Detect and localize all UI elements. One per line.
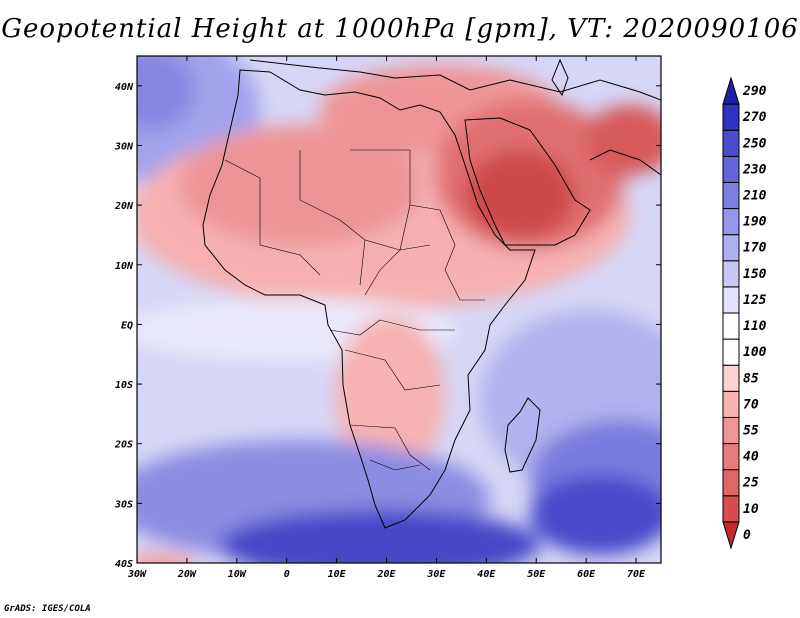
- lon-tick-label: 10E: [328, 569, 347, 580]
- colorbar-label: 25: [742, 476, 759, 491]
- colorbar-swatch: [723, 313, 739, 339]
- colorbar-swatch: [723, 391, 739, 417]
- colorbar-swatch: [723, 209, 739, 235]
- colorbar-label: 170: [743, 241, 767, 256]
- lat-tick-label: 20S: [114, 440, 133, 451]
- colorbar-label: 70: [743, 397, 759, 412]
- lat-tick-label: 40N: [115, 82, 134, 93]
- colorbar-swatch: [723, 339, 739, 365]
- colorbar-label: 230: [742, 162, 767, 177]
- lon-tick-label: 40E: [477, 569, 496, 580]
- colorbar-swatch: [723, 496, 739, 522]
- lon-tick-label: 30W: [127, 569, 147, 580]
- colorbar-swatch: [723, 156, 739, 182]
- colorbar-swatch: [723, 130, 739, 156]
- colorbar-swatch: [723, 444, 739, 470]
- colorbar-label: 40: [743, 450, 759, 465]
- lat-tick-label: 10N: [115, 261, 134, 272]
- lon-tick-label: 60E: [577, 569, 596, 580]
- colorbar-swatch: [723, 104, 739, 130]
- colorbar-label: 250: [742, 136, 767, 151]
- lon-tick-label: 10W: [228, 569, 247, 580]
- lat-tick-label: 20N: [114, 201, 134, 212]
- map-figure: 30W 20W 10W 0 10E 20E 30E 40E 50E 60E 70E 40S 30S 20S…: [0, 0, 800, 618]
- colorbar: 0 10 25 40 55 70 85 100 110 125 150 170 190 210 230 250…: [723, 78, 767, 548]
- lon-tick-label: 50E: [527, 569, 546, 580]
- lat-tick-label: 30N: [114, 141, 134, 152]
- colorbar-label: 210: [742, 189, 767, 204]
- colorbar-swatch: [723, 470, 739, 496]
- colorbar-label: 190: [743, 215, 767, 230]
- colorbar-label: 125: [743, 293, 767, 308]
- colorbar-swatch: [723, 365, 739, 391]
- colorbar-swatch: [723, 417, 739, 443]
- colorbar-min-triangle: [723, 522, 739, 548]
- lon-tick-label: 70E: [627, 569, 646, 580]
- colorbar-swatch: [723, 235, 739, 261]
- colorbar-max-triangle: [723, 78, 739, 104]
- colorbar-label: 150: [743, 267, 767, 282]
- colorbar-swatch: [723, 182, 739, 208]
- colorbar-label: 290: [742, 84, 767, 99]
- lon-tick-label: 20W: [177, 569, 197, 580]
- colorbar-swatch: [723, 287, 739, 313]
- lat-tick-label: 10S: [115, 380, 133, 391]
- colorbar-label: 0: [743, 528, 751, 543]
- lat-tick-label: EQ: [121, 320, 133, 331]
- lon-tick-label: 30E: [426, 569, 446, 580]
- grads-credit: GrADS: IGES/COLA: [4, 604, 91, 614]
- lon-tick-label: 0: [284, 569, 290, 580]
- lat-tick-label: 30S: [114, 499, 133, 510]
- colorbar-label: 100: [743, 345, 767, 360]
- height-field: [80, 35, 710, 580]
- lat-tick-label: 40S: [115, 559, 133, 570]
- lon-tick-label: 20E: [376, 569, 396, 580]
- colorbar-label: 270: [742, 110, 767, 125]
- colorbar-swatch: [723, 261, 739, 287]
- colorbar-label: 110: [743, 319, 767, 334]
- colorbar-label: 55: [743, 424, 759, 439]
- colorbar-label: 10: [743, 502, 759, 517]
- colorbar-label: 85: [743, 371, 759, 386]
